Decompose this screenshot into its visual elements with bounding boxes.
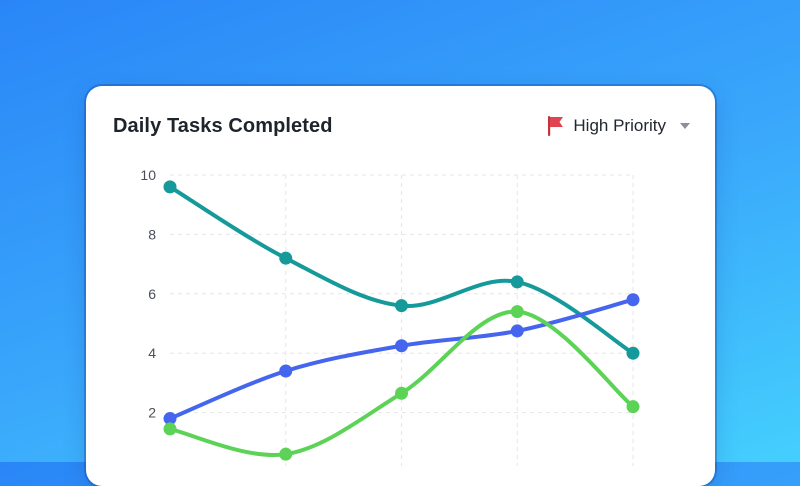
data-point-series-1: [163, 180, 177, 194]
y-tick-label: 6: [148, 286, 156, 302]
data-point-series-2: [626, 293, 640, 307]
chevron-down-icon: [680, 123, 690, 129]
priority-filter-dropdown[interactable]: High Priority: [547, 114, 690, 138]
data-point-series-2: [163, 412, 177, 426]
chart-title: Daily Tasks Completed: [113, 115, 333, 137]
data-point-series-2: [510, 324, 524, 338]
data-point-series-3: [626, 400, 640, 414]
data-point-series-2: [279, 364, 293, 378]
data-point-series-3: [395, 386, 408, 400]
data-point-series-3: [510, 305, 524, 319]
data-point-series-1: [395, 299, 408, 313]
data-point-series-3: [279, 447, 293, 461]
y-tick-label: 10: [140, 167, 156, 183]
flag-icon: [548, 116, 564, 136]
priority-filter-label: High Priority: [573, 116, 666, 135]
data-point-series-1: [510, 275, 524, 289]
line-chart: 2 4 6 8 10: [140, 167, 640, 466]
y-tick-label: 2: [148, 405, 156, 421]
y-tick-label: 8: [148, 226, 156, 242]
data-point-series-1: [279, 251, 293, 265]
y-tick-label: 4: [148, 345, 156, 361]
chart-card: Daily Tasks Completed High Priority 2 4 6 8…: [86, 86, 715, 486]
data-point-series-3: [163, 422, 177, 436]
data-point-series-1: [626, 346, 640, 360]
data-point-series-2: [395, 339, 408, 353]
